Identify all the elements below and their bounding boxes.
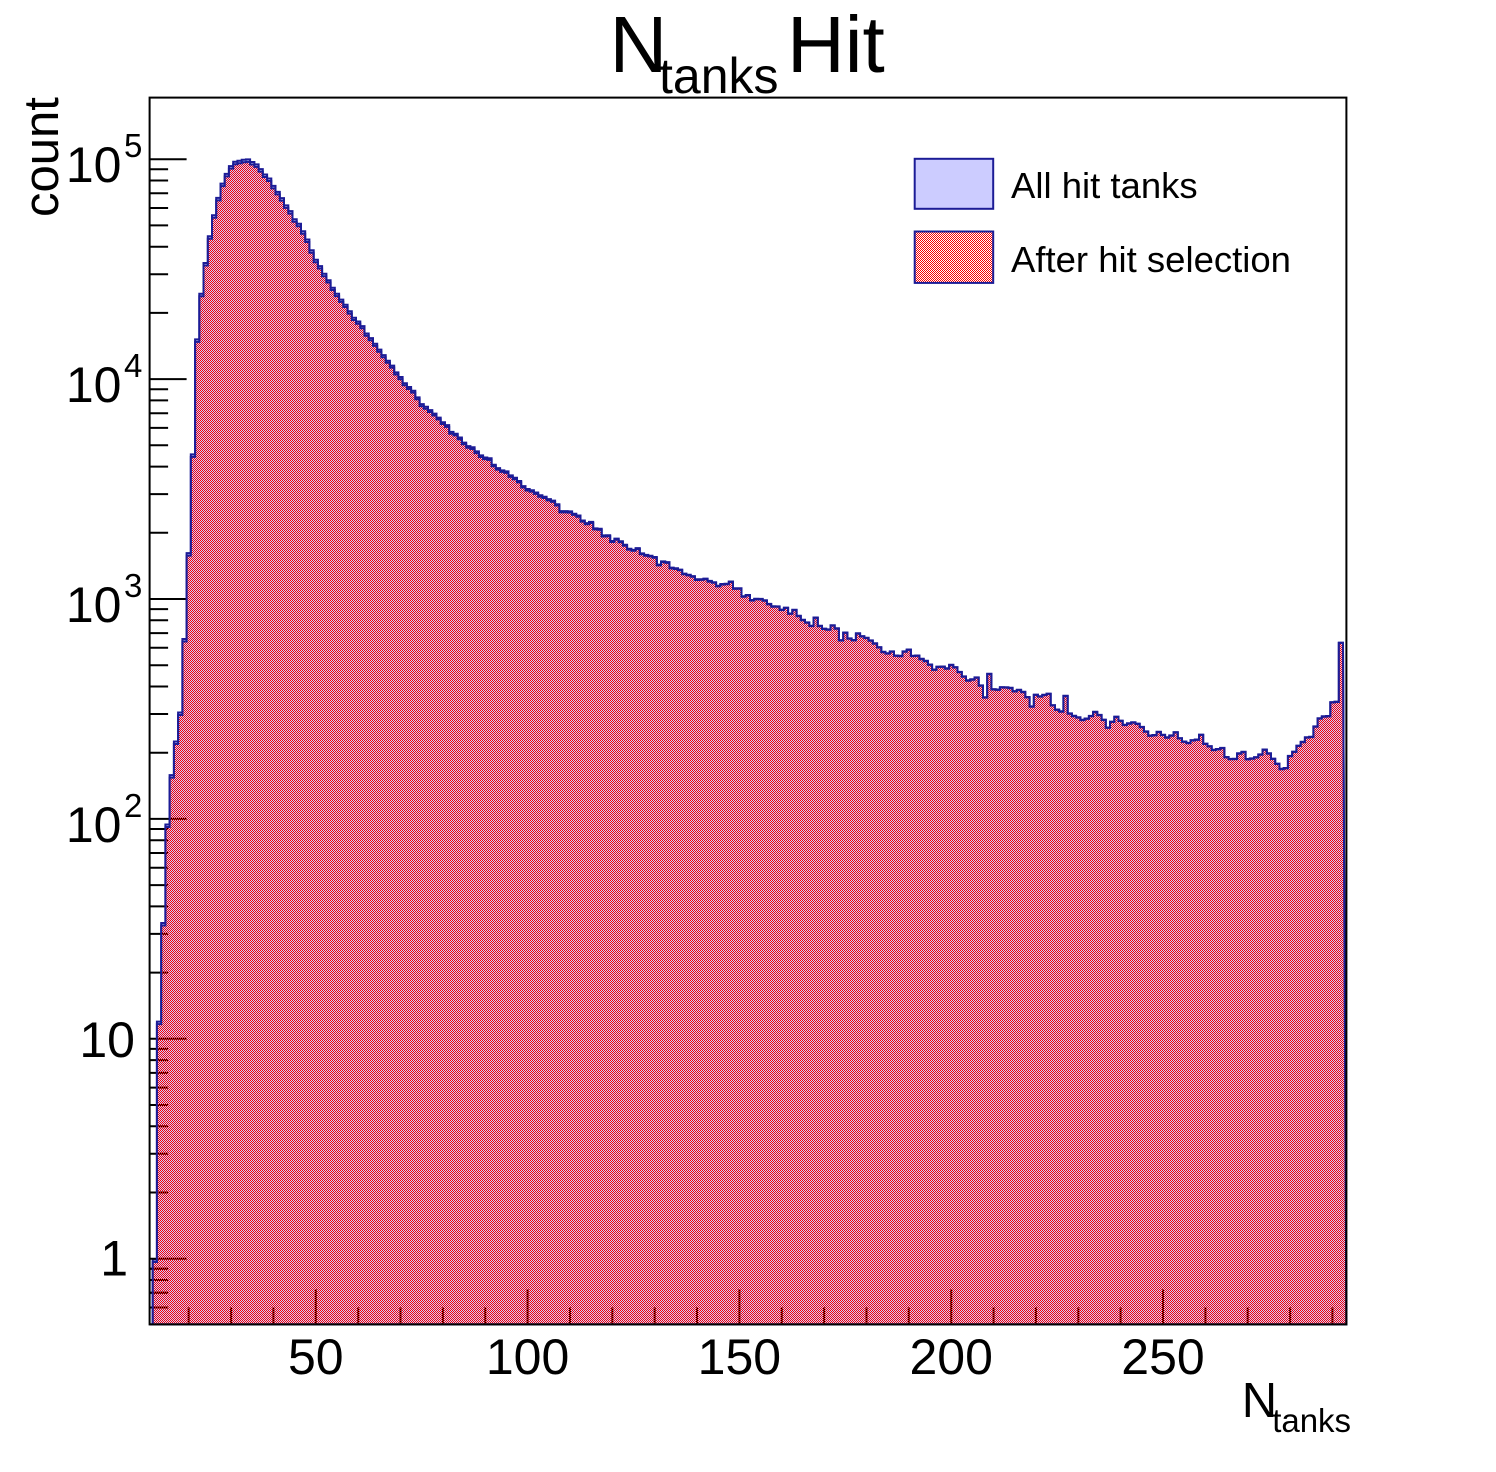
svg-text:50: 50 [288, 1329, 344, 1385]
svg-text:Hit: Hit [787, 0, 885, 89]
svg-text:100: 100 [486, 1329, 569, 1385]
svg-text:After hit selection: After hit selection [1011, 239, 1291, 280]
svg-text:200: 200 [909, 1329, 992, 1385]
svg-text:tanks: tanks [659, 48, 779, 104]
svg-text:count: count [15, 97, 69, 217]
svg-text:1: 1 [100, 1231, 128, 1287]
svg-text:150: 150 [698, 1329, 781, 1385]
svg-text:10: 10 [66, 797, 122, 853]
svg-text:10: 10 [66, 577, 122, 633]
svg-text:4: 4 [124, 347, 142, 384]
svg-text:N: N [610, 0, 668, 89]
svg-text:All hit tanks: All hit tanks [1011, 165, 1198, 206]
svg-text:10: 10 [79, 1012, 135, 1068]
svg-text:10: 10 [66, 357, 122, 413]
svg-text:5: 5 [124, 127, 142, 164]
svg-text:tanks: tanks [1272, 1402, 1351, 1439]
svg-text:250: 250 [1121, 1329, 1204, 1385]
svg-text:N: N [1242, 1374, 1277, 1428]
svg-text:10: 10 [66, 137, 122, 193]
svg-text:2: 2 [124, 787, 142, 824]
svg-text:3: 3 [124, 567, 142, 604]
